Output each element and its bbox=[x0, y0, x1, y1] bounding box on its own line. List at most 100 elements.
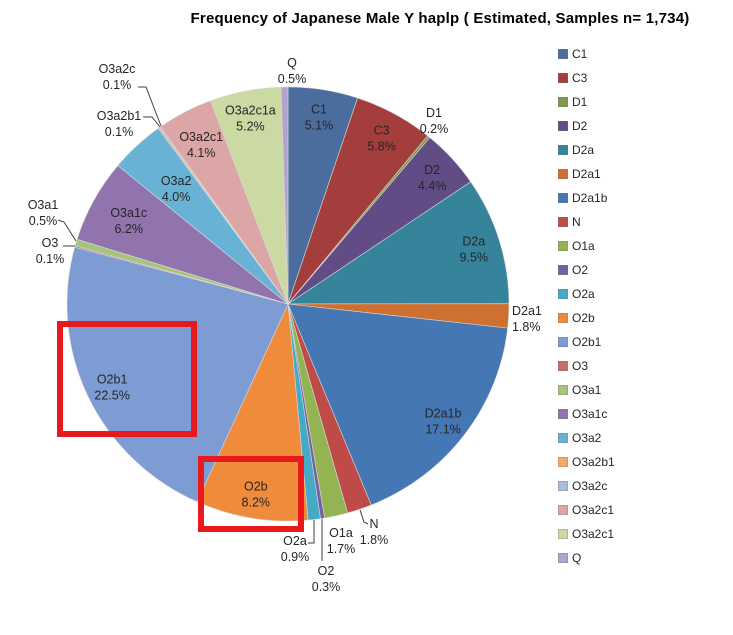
legend-swatch-D2a1 bbox=[558, 169, 568, 179]
legend-label-O2b: O2b bbox=[572, 311, 595, 325]
legend-item-O2b1-12[interactable]: O2b1 bbox=[558, 330, 615, 354]
leader-line-O3a1 bbox=[57, 219, 77, 242]
legend-label-D2a1b: D2a1b bbox=[572, 191, 608, 205]
legend-label-C1: C1 bbox=[572, 47, 588, 61]
pie-slice-D2a1b[interactable] bbox=[287, 303, 508, 506]
legend-label-O3a2: O3a2 bbox=[572, 431, 602, 445]
legend-label-O3a1c: O3a1c bbox=[572, 407, 608, 421]
legend-swatch-N bbox=[558, 217, 568, 227]
legend-item-D2a-4[interactable]: D2a bbox=[558, 138, 615, 162]
legend-swatch-O2a bbox=[558, 289, 568, 299]
slice-label-O2b: O2b 8.2% bbox=[242, 479, 271, 509]
slice-label-O1a: O1a 1.7% bbox=[327, 526, 356, 556]
slice-label-O3a1c: O3a1c 6.2% bbox=[110, 206, 147, 236]
legend-item-O2-9[interactable]: O2 bbox=[558, 258, 615, 282]
legend-swatch-Q bbox=[558, 553, 568, 563]
slice-label-O3a2: O3a2 4.0% bbox=[161, 174, 192, 204]
legend-swatch-C3 bbox=[558, 73, 568, 83]
legend-label-O3a2c1: O3a2c1 bbox=[572, 527, 615, 541]
legend-swatch-O3a2c bbox=[558, 481, 568, 491]
legend-label-O3a2b1: O3a2b1 bbox=[572, 455, 615, 469]
legend-item-N-7[interactable]: N bbox=[558, 210, 615, 234]
legend-label-C3: C3 bbox=[572, 71, 588, 85]
legend-label-D2: D2 bbox=[572, 119, 588, 133]
legend: C1 C3 D1 D2 D2a D2a1 D2a1b N O1a O2 O2a O2b O2b1 O3 O3… bbox=[558, 42, 615, 570]
slice-label-O3a1: O3a1 0.5% bbox=[28, 198, 59, 228]
legend-swatch-O3a2 bbox=[558, 433, 568, 443]
legend-label-D2a: D2a bbox=[572, 143, 595, 157]
legend-swatch-O3a2c1 bbox=[558, 505, 568, 515]
legend-swatch-O2b bbox=[558, 313, 568, 323]
legend-swatch-D2a bbox=[558, 145, 568, 155]
legend-item-O3a2c-18[interactable]: O3a2c bbox=[558, 474, 615, 498]
legend-item-O1a-8[interactable]: O1a bbox=[558, 234, 615, 258]
slice-label-O2: O2 0.3% bbox=[312, 564, 341, 594]
legend-swatch-D2a1b bbox=[558, 193, 568, 203]
slice-label-D2a1b: D2a1b 17.1% bbox=[425, 406, 462, 436]
legend-item-Q-21[interactable]: Q bbox=[558, 546, 615, 570]
legend-swatch-D1 bbox=[558, 97, 568, 107]
legend-item-O2a-10[interactable]: O2a bbox=[558, 282, 615, 306]
leader-line-O3a2c bbox=[138, 86, 162, 127]
legend-swatch-O2b1 bbox=[558, 337, 568, 347]
legend-item-D2-3[interactable]: D2 bbox=[558, 114, 615, 138]
legend-swatch-O3a2b1 bbox=[558, 457, 568, 467]
legend-swatch-O3a1 bbox=[558, 385, 568, 395]
slice-label-Q: Q 0.5% bbox=[278, 56, 307, 86]
legend-item-C1-0[interactable]: C1 bbox=[558, 42, 615, 66]
legend-item-O3-13[interactable]: O3 bbox=[558, 354, 615, 378]
legend-label-O1a: O1a bbox=[572, 239, 595, 253]
legend-swatch-D2 bbox=[558, 121, 568, 131]
slice-label-N: N 1.8% bbox=[360, 517, 389, 547]
legend-label-O2b1: O2b1 bbox=[572, 335, 602, 349]
slice-label-O3: O3 0.1% bbox=[36, 236, 65, 266]
slice-label-D2a: D2a 9.5% bbox=[460, 235, 489, 265]
legend-label-N: N bbox=[572, 215, 581, 229]
slice-label-O3a2c1a: O3a2c1a 5.2% bbox=[225, 104, 276, 134]
slice-label-C1: C1 5.1% bbox=[305, 102, 334, 132]
highlight-rect-O2b1 bbox=[57, 321, 197, 437]
slice-label-O3a2b1: O3a2b1 0.1% bbox=[97, 109, 142, 139]
leader-line-N bbox=[359, 509, 369, 525]
legend-swatch-O3 bbox=[558, 361, 568, 371]
legend-item-O3a2-16[interactable]: O3a2 bbox=[558, 426, 615, 450]
legend-item-O3a2c1-20[interactable]: O3a2c1 bbox=[558, 522, 615, 546]
legend-swatch-C1 bbox=[558, 49, 568, 59]
legend-swatch-O1a bbox=[558, 241, 568, 251]
chart-title: Frequency of Japanese Male Y haplp ( Est… bbox=[190, 10, 690, 27]
highlight-rect-O2b bbox=[198, 456, 304, 532]
slice-label-D2a1: D2a1 1.8% bbox=[512, 304, 542, 334]
legend-item-O3a1-14[interactable]: O3a1 bbox=[558, 378, 615, 402]
legend-swatch-O3a1c bbox=[558, 409, 568, 419]
legend-label-O3: O3 bbox=[572, 359, 589, 373]
legend-label-D2a1: D2a1 bbox=[572, 167, 601, 181]
slice-label-D2: D2 4.4% bbox=[418, 163, 447, 193]
legend-item-O3a1c-15[interactable]: O3a1c bbox=[558, 402, 615, 426]
leader-line-O3a2b1 bbox=[143, 116, 161, 128]
legend-label-O2a: O2a bbox=[572, 287, 595, 301]
legend-item-O2b-11[interactable]: O2b bbox=[558, 306, 615, 330]
slice-label-C3: C3 5.8% bbox=[367, 124, 396, 154]
legend-label-O3a2c: O3a2c bbox=[572, 479, 608, 493]
slice-label-O2a: O2a 0.9% bbox=[281, 534, 310, 564]
legend-item-D2a1-5[interactable]: D2a1 bbox=[558, 162, 615, 186]
leader-line-O2a bbox=[308, 520, 315, 544]
legend-item-O3a2c1-19[interactable]: O3a2c1 bbox=[558, 498, 615, 522]
slice-label-O3a2c1: O3a2c1 4.1% bbox=[179, 130, 223, 160]
slice-label-O3a2c: O3a2c 0.1% bbox=[99, 62, 136, 92]
slice-label-O2b1: O2b1 22.5% bbox=[94, 373, 129, 403]
pie-slice-D2a[interactable] bbox=[287, 181, 510, 305]
slice-label-D1: D1 0.2% bbox=[420, 106, 449, 136]
legend-item-C3-1[interactable]: C3 bbox=[558, 66, 615, 90]
legend-label-D1: D1 bbox=[572, 95, 588, 109]
legend-label-Q: Q bbox=[572, 551, 582, 565]
legend-item-D1-2[interactable]: D1 bbox=[558, 90, 615, 114]
legend-item-D2a1b-6[interactable]: D2a1b bbox=[558, 186, 615, 210]
pie-slice-O2b1[interactable] bbox=[66, 246, 289, 503]
legend-swatch-O3a2c1 bbox=[558, 529, 568, 539]
pie-slice-Q[interactable] bbox=[280, 86, 289, 305]
legend-item-O3a2b1-17[interactable]: O3a2b1 bbox=[558, 450, 615, 474]
legend-label-O2: O2 bbox=[572, 263, 589, 277]
